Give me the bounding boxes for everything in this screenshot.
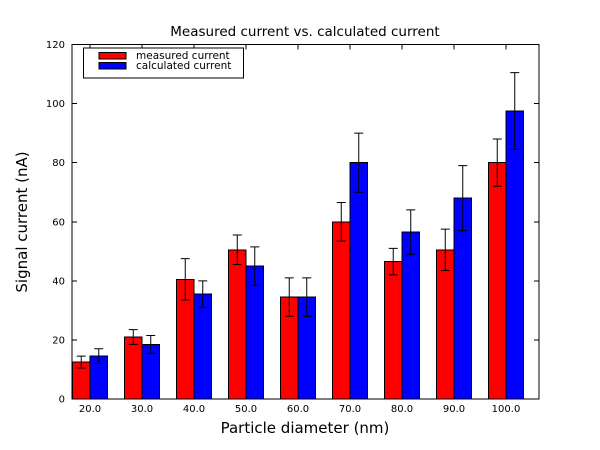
bar-measured-current-100.0 [488, 162, 507, 400]
error-bar-calculated-current-70.0 [354, 132, 364, 193]
bar-calculated-current-80.0 [401, 231, 420, 400]
error-bar-measured-current-70.0 [336, 202, 346, 242]
legend-label: calculated current [136, 60, 231, 72]
plot-border [71, 43, 540, 400]
error-bar-measured-current-30.0 [128, 329, 138, 345]
x-tick-label: 30.0 [131, 404, 153, 415]
y-tick-label: 40 [52, 276, 65, 287]
error-bar-measured-current-50.0 [232, 234, 242, 266]
y-tick-label: 0 [59, 395, 65, 406]
legend-swatch-calculated-current [98, 61, 127, 70]
y-tick-label: 20 [52, 335, 65, 346]
y-tick-label: 120 [46, 40, 65, 51]
error-bar-measured-current-90.0 [440, 228, 450, 271]
chart-title: Measured current vs. calculated current [170, 24, 439, 40]
error-bar-measured-current-20.0 [76, 355, 86, 369]
error-bar-calculated-current-30.0 [146, 334, 156, 354]
error-bar-measured-current-40.0 [180, 258, 190, 301]
x-tick-label: 60.0 [287, 404, 309, 415]
y-tick-label: 100 [46, 99, 65, 110]
bar-measured-current-80.0 [384, 261, 403, 400]
error-bar-calculated-current-20.0 [94, 348, 104, 365]
error-bar-measured-current-80.0 [388, 247, 398, 276]
error-bar-calculated-current-80.0 [406, 209, 416, 255]
x-axis-label: Particle diameter (nm) [221, 419, 390, 437]
y-axis-label: Signal current (nA) [13, 151, 31, 292]
x-tick-label: 70.0 [339, 404, 361, 415]
bar-measured-current-30.0 [124, 336, 143, 400]
error-bar-calculated-current-60.0 [302, 277, 312, 317]
x-tick-label: 100.0 [492, 404, 521, 415]
x-tick-label: 80.0 [391, 404, 413, 415]
bar-calculated-current-50.0 [245, 265, 264, 400]
y-tick-label: 60 [52, 217, 65, 228]
x-tick-label: 50.0 [235, 404, 257, 415]
x-tick-label: 20.0 [79, 404, 101, 415]
error-bar-measured-current-100.0 [492, 138, 502, 187]
y-tick-label: 80 [52, 158, 65, 169]
plot-area: 0 20 40 60 80 100 120 20.0 30.0 40.0 50.0 60.0 70.0 8… [46, 40, 540, 415]
x-tick-label: 90.0 [443, 404, 465, 415]
bar-calculated-current-100.0 [505, 110, 524, 400]
error-bar-calculated-current-40.0 [198, 280, 208, 308]
bar-measured-current-70.0 [332, 221, 351, 400]
bar-measured-current-90.0 [436, 249, 455, 400]
error-bar-calculated-current-50.0 [250, 246, 260, 286]
legend-label: measured current [136, 50, 230, 62]
error-bar-calculated-current-100.0 [510, 72, 520, 150]
bar-calculated-current-70.0 [349, 162, 368, 400]
error-bar-calculated-current-90.0 [458, 165, 468, 232]
x-tick-label: 40.0 [183, 404, 205, 415]
error-bar-measured-current-60.0 [284, 277, 294, 317]
legend-swatch-measured-current [98, 52, 127, 60]
bar-measured-current-50.0 [228, 249, 247, 400]
bar-calculated-current-40.0 [193, 293, 212, 400]
